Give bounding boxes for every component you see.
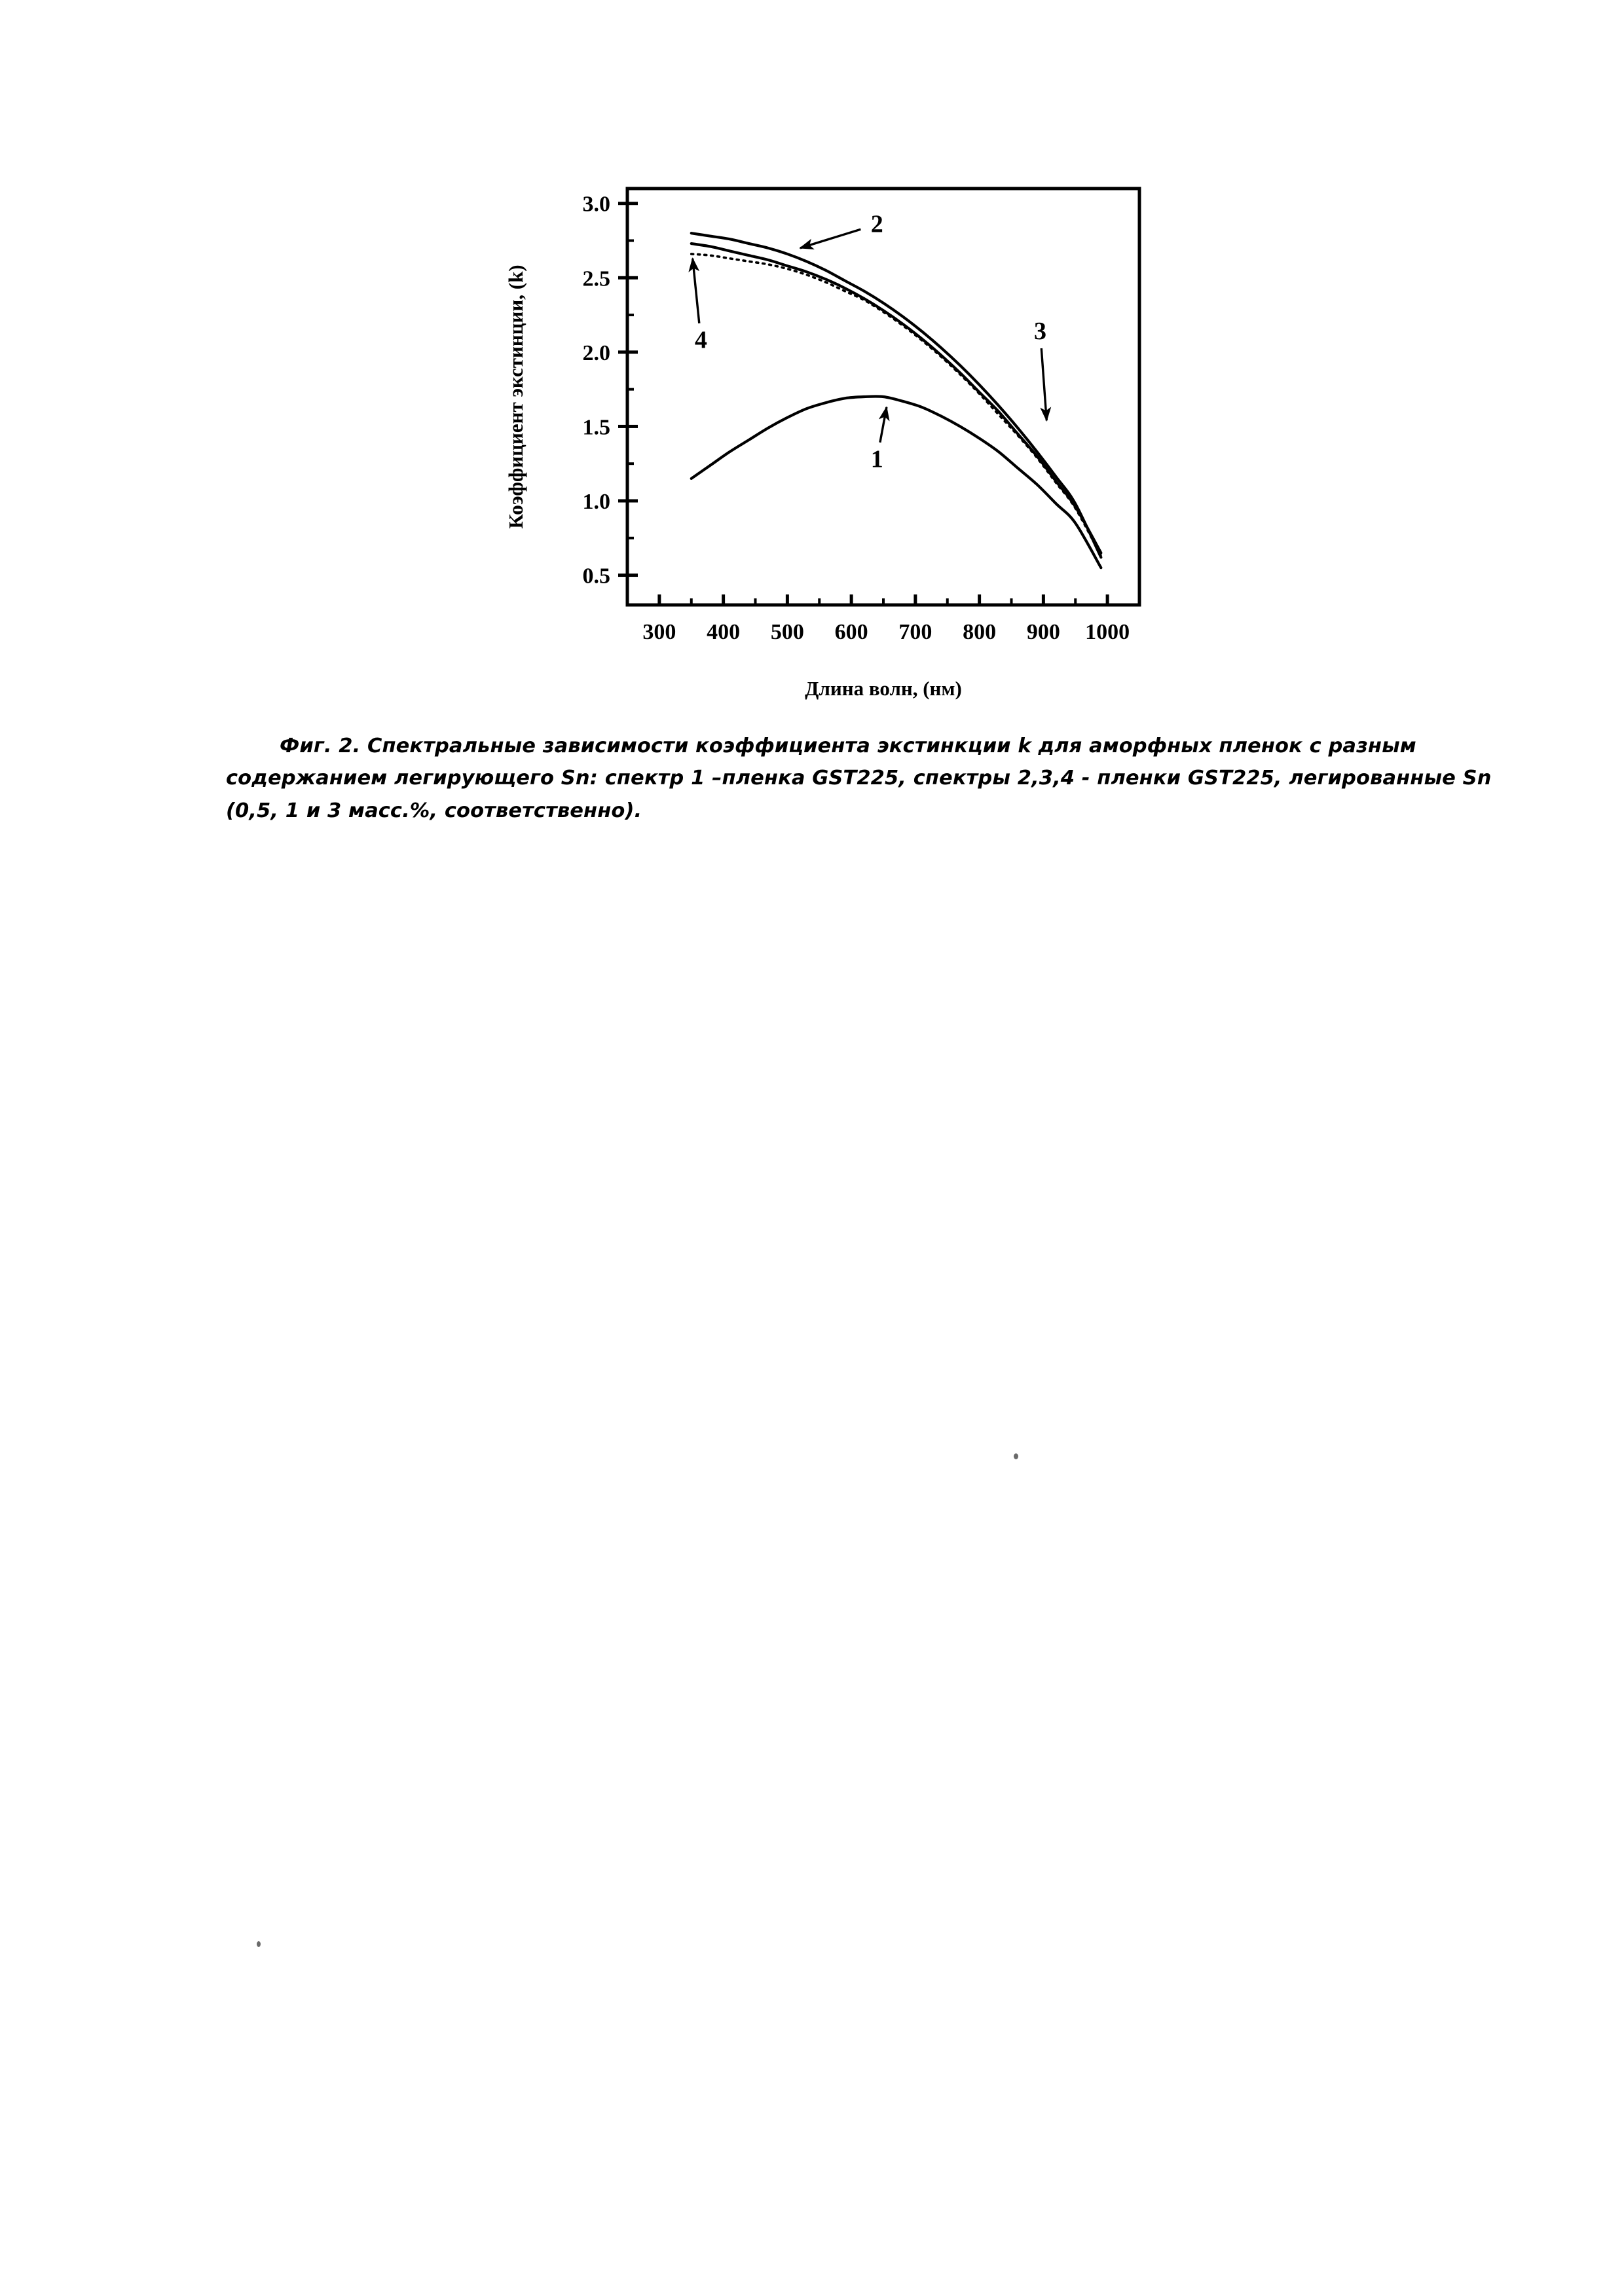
y-axis-tick-labels: 0.5 1.0 1.5 2.0 2.5 3.0	[583, 192, 611, 589]
annotation-label-4: 4	[695, 327, 707, 354]
figure-caption-text: Фиг. 2. Спектральные зависимости коэффиц…	[226, 735, 1492, 822]
annotation-arrow-1	[880, 407, 887, 443]
data-curve-2	[692, 233, 1101, 557]
figure-caption: Фиг. 2. Спектральные зависимости коэффиц…	[226, 730, 1529, 827]
y-tick-label: 1.5	[583, 415, 611, 439]
x-tick-label: 700	[898, 620, 932, 644]
data-curve-4	[692, 254, 1101, 556]
annotation-label-2: 2	[871, 211, 883, 238]
annotation-arrow-4	[693, 259, 699, 323]
y-tick-label: 3.0	[583, 192, 611, 217]
annotation-label-1: 1	[871, 445, 883, 473]
y-tick-label: 1.0	[583, 490, 611, 514]
y-axis-title: Коэффициент экстинции, (k)	[504, 264, 527, 528]
x-axis-title: Длина волн, (нм)	[805, 677, 962, 700]
y-tick-label: 0.5	[583, 564, 611, 589]
x-tick-label: 400	[707, 620, 740, 644]
figure-2-chart: 300 400 500 600 700 800 900 1000 0.5 1.0 1.5 2.0 2.…	[485, 131, 1179, 720]
annotation-arrow-2	[800, 229, 861, 248]
extinction-coefficient-plot: 300 400 500 600 700 800 900 1000 0.5 1.0 1.5 2.0 2.…	[485, 131, 1179, 720]
y-tick-label: 2.5	[583, 266, 611, 291]
x-tick-label: 500	[771, 620, 804, 644]
curve-annotations: 1 2 3 4	[693, 211, 1047, 473]
scan-artifact-speck	[1014, 1453, 1018, 1459]
y-tick-label: 2.0	[583, 341, 611, 365]
data-curve-1	[692, 396, 1101, 568]
annotation-arrow-3	[1041, 348, 1046, 420]
x-tick-label: 900	[1027, 620, 1060, 644]
x-tick-label: 800	[963, 620, 996, 644]
annotation-label-3: 3	[1034, 318, 1046, 345]
document-page: 300 400 500 600 700 800 900 1000 0.5 1.0 1.5 2.0 2.…	[0, 0, 1624, 2296]
data-series-group	[692, 233, 1101, 568]
x-tick-label: 1000	[1085, 620, 1130, 644]
x-tick-label: 300	[642, 620, 676, 644]
x-tick-label: 600	[835, 620, 868, 644]
scan-artifact-speck	[257, 1941, 261, 1947]
x-axis-tick-labels: 300 400 500 600 700 800 900 1000	[642, 620, 1130, 644]
